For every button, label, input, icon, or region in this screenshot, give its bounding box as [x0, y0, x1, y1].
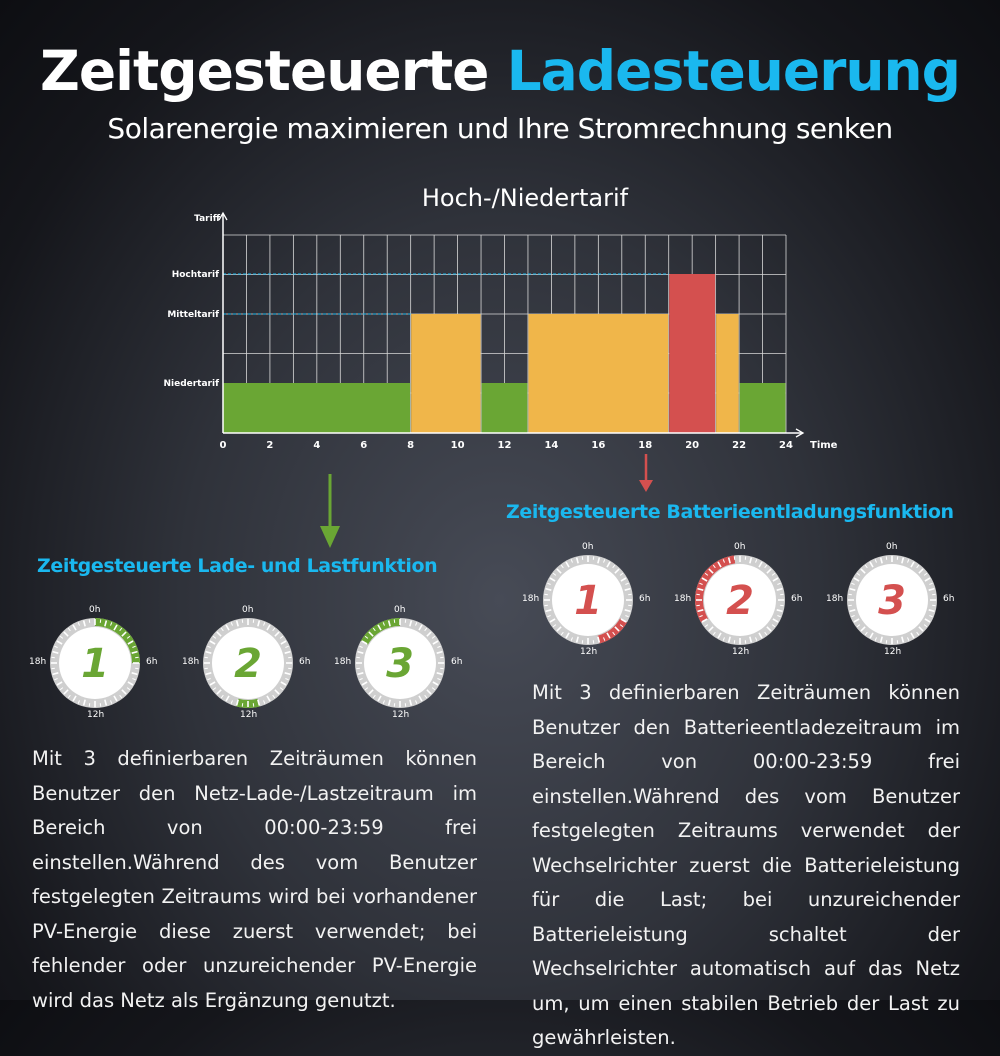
label-12h: 12h	[87, 710, 104, 720]
label-6h: 6h	[943, 594, 954, 604]
label-18h: 18h	[29, 657, 46, 667]
clock-number: 2	[726, 578, 754, 624]
tariff-bar-4	[528, 314, 668, 433]
label-0h: 0h	[242, 605, 253, 615]
tariff-bar-2	[411, 314, 480, 433]
clock-face-icon: 3	[340, 603, 460, 723]
label-0h: 0h	[886, 542, 897, 552]
label-6h: 6h	[451, 657, 462, 667]
x-tick-label: 6	[360, 440, 367, 451]
tariff-bar-5	[669, 274, 715, 433]
x-tick-label: 10	[451, 440, 465, 451]
x-tick-label: 12	[498, 440, 512, 451]
label-18h: 18h	[182, 657, 199, 667]
label-0h: 0h	[89, 605, 100, 615]
y-level-label: Mitteltarif	[167, 310, 219, 320]
clock-face-icon: 3	[832, 540, 952, 660]
label-12h: 12h	[240, 710, 257, 720]
x-tick-label: 0	[220, 440, 227, 451]
clock-face-icon: 2	[188, 603, 308, 723]
label-12h: 12h	[732, 647, 749, 657]
x-tick-label: 22	[732, 440, 746, 451]
label-18h: 18h	[674, 594, 691, 604]
label-12h: 12h	[580, 647, 597, 657]
label-6h: 6h	[791, 594, 802, 604]
label-18h: 18h	[334, 657, 351, 667]
green-down-arrow	[318, 474, 342, 550]
tariff-bar-1	[224, 383, 411, 433]
clock-number: 3	[878, 578, 906, 624]
tariff-bar-3	[482, 383, 528, 433]
clock-face-icon: 1	[35, 603, 155, 723]
x-tick-label: 2	[266, 440, 273, 451]
y-level-label: Niedertarif	[163, 379, 219, 389]
tariff-bar-6	[716, 314, 738, 433]
clock-number: 2	[234, 641, 262, 687]
clock-number: 3	[386, 641, 414, 687]
right-description: Mit 3 definierbaren Zeiträumen können Be…	[532, 676, 960, 1056]
label-6h: 6h	[639, 594, 650, 604]
label-0h: 0h	[734, 542, 745, 552]
tariff-bar-7	[740, 383, 786, 433]
label-0h: 0h	[394, 605, 405, 615]
x-tick-label: 14	[544, 440, 558, 451]
left-heading: Zeitgesteuerte Lade- und Lastfunktion	[37, 555, 437, 577]
label-18h: 18h	[826, 594, 843, 604]
x-tick-label: 16	[591, 440, 605, 451]
label-6h: 6h	[146, 657, 157, 667]
clock-number: 1	[81, 641, 109, 687]
clock-face-icon: 1	[528, 540, 648, 660]
label-6h: 6h	[299, 657, 310, 667]
label-0h: 0h	[582, 542, 593, 552]
red-down-arrow	[638, 454, 654, 494]
x-tick-label: 8	[407, 440, 414, 451]
y-axis-label: Tariff	[194, 214, 221, 224]
clock-number: 1	[574, 578, 602, 624]
label-12h: 12h	[884, 647, 901, 657]
label-18h: 18h	[522, 594, 539, 604]
left-description: Mit 3 definierbaren Zeiträumen können Be…	[32, 742, 477, 1018]
y-level-label: Hochtarif	[172, 270, 219, 280]
label-12h: 12h	[392, 710, 409, 720]
x-tick-label: 18	[638, 440, 652, 451]
right-heading: Zeitgesteuerte Batterieentladungsfunktio…	[506, 501, 954, 523]
x-tick-label: 20	[685, 440, 699, 451]
x-tick-label: 4	[313, 440, 320, 451]
clock-face-icon: 2	[680, 540, 800, 660]
x-axis-label: Time	[810, 440, 838, 451]
x-tick-label: 24	[779, 440, 793, 451]
